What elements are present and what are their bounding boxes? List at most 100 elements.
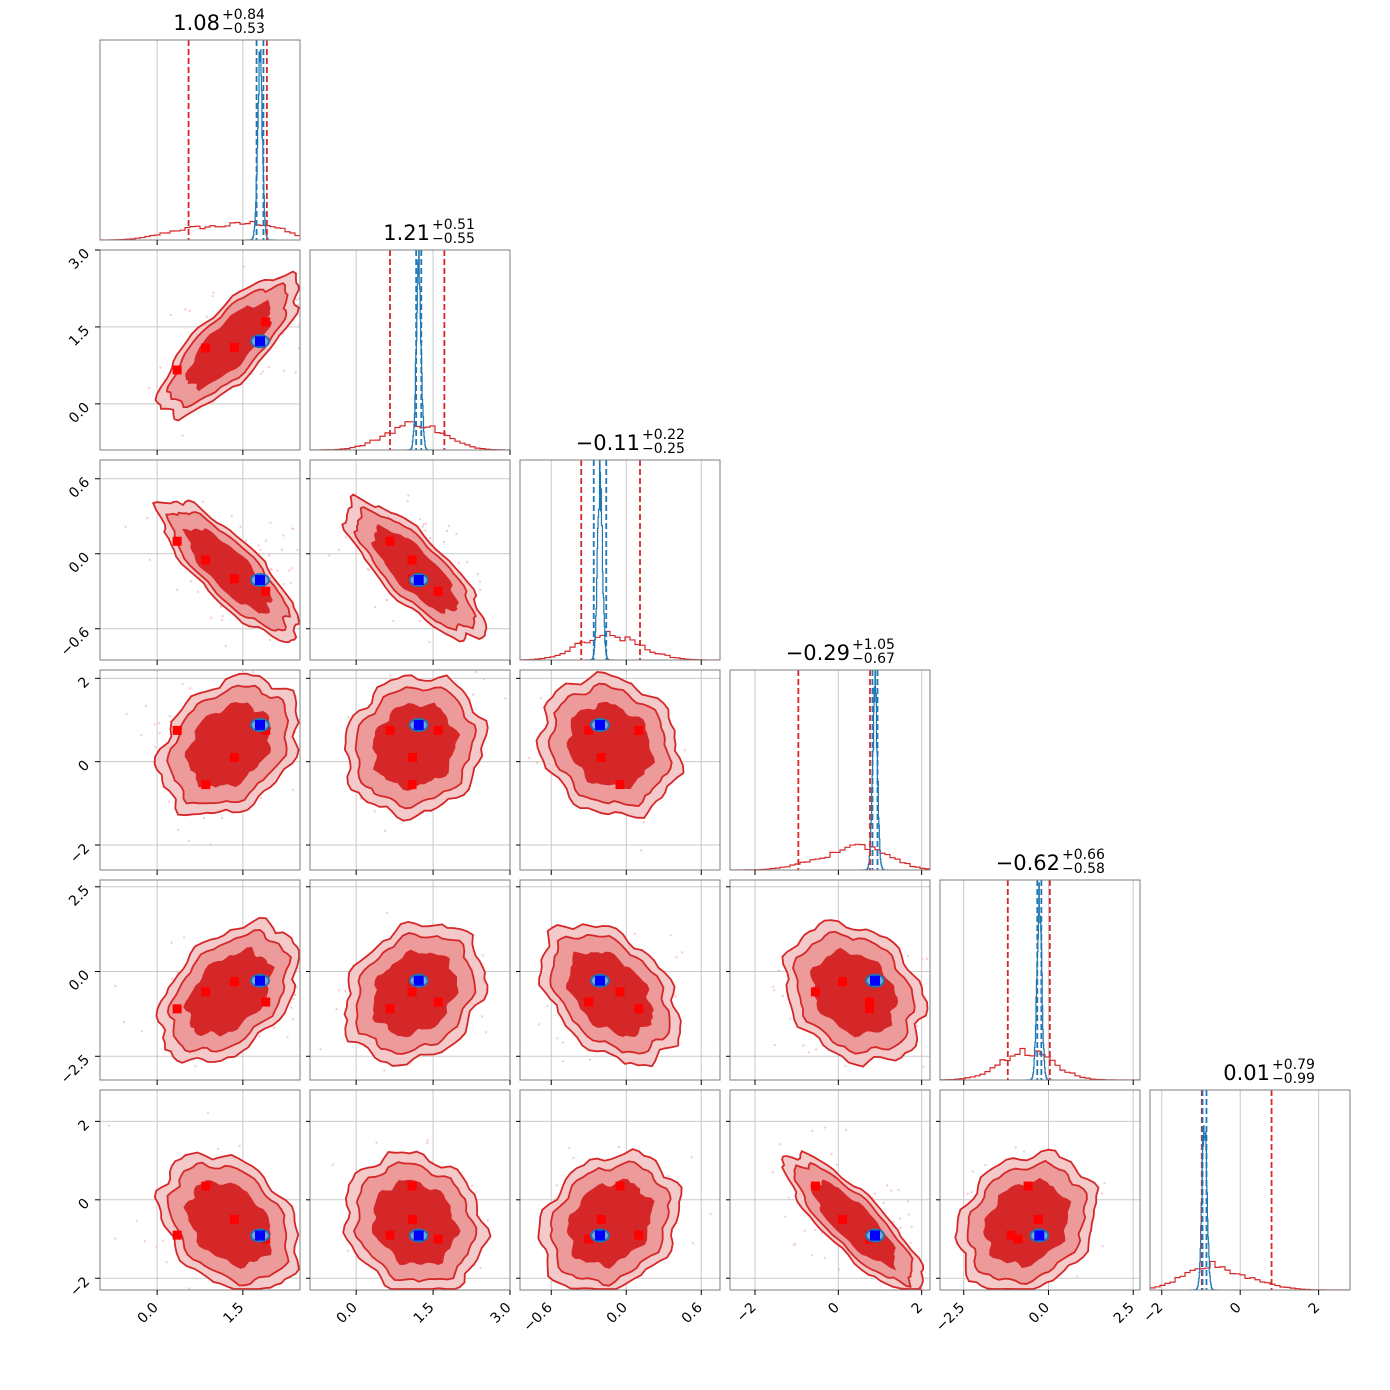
sample-point [182, 936, 186, 939]
x-tick-label: 3.0 [488, 1300, 515, 1327]
sample-point [922, 1065, 925, 1068]
panel-frame [309, 459, 511, 661]
sample-point [311, 1076, 313, 1078]
sample-point [830, 1152, 833, 1156]
sample-point [373, 810, 376, 813]
sample-point [305, 283, 307, 285]
y-tick-label: 0.0 [66, 967, 93, 994]
sample-point [135, 1219, 138, 1222]
red-mode-marker [865, 997, 875, 1007]
red-mode-marker [201, 555, 211, 565]
x-tick-label: −2.5 [933, 1300, 968, 1335]
sample-point [823, 1256, 826, 1260]
sample-point [212, 291, 215, 294]
sample-point [421, 525, 425, 528]
sample-point [907, 1213, 911, 1216]
sample-point [1014, 1146, 1017, 1149]
sample-point [486, 1219, 490, 1222]
panel-frame [99, 1089, 301, 1291]
panel-content [310, 1090, 510, 1292]
sample-point [280, 548, 284, 551]
panel-frame [99, 669, 301, 871]
red-mode-marker [1033, 1214, 1043, 1224]
sample-point [471, 693, 475, 696]
sample-point [258, 1035, 261, 1038]
sample-point [773, 1043, 776, 1047]
sample-point [1100, 1192, 1104, 1195]
panel-0-5 [95, 1089, 312, 1295]
panel-frame [729, 669, 931, 871]
sample-point [275, 569, 279, 572]
sample-point [823, 1126, 827, 1129]
sample-point [430, 1290, 432, 1292]
title-plus: +0.79 [1272, 1057, 1315, 1073]
sample-point [239, 525, 242, 528]
sample-point [188, 1287, 191, 1290]
sample-point [296, 548, 299, 552]
panel-frame [309, 879, 511, 1081]
panel-content [310, 250, 510, 450]
sample-point [310, 1229, 312, 1231]
sample-point [787, 1196, 790, 1200]
sample-point [327, 554, 331, 557]
sample-point [301, 736, 303, 738]
sample-point [916, 1024, 919, 1028]
title-minus: −0.99 [1272, 1071, 1315, 1087]
sample-point [424, 529, 427, 532]
title-minus: −0.58 [1062, 861, 1105, 877]
sample-point [170, 977, 174, 981]
title-minus: −0.67 [852, 651, 895, 667]
panel-frame [729, 1089, 931, 1291]
sample-point [561, 1041, 564, 1044]
red-mode-marker [407, 1181, 417, 1191]
blue-marker [870, 1230, 880, 1241]
sample-point [209, 616, 213, 619]
histogram-panel-2 [519, 459, 721, 665]
panel-content [310, 880, 510, 1080]
sample-point [206, 1111, 210, 1114]
panel-1-5 [306, 1089, 511, 1295]
sample-point [375, 1141, 378, 1144]
panel-content [310, 670, 510, 870]
panel-frame [519, 1089, 721, 1291]
contour-inner [372, 702, 461, 791]
sample-point [921, 958, 924, 961]
red-mode-marker [201, 987, 211, 997]
red-histogram [730, 843, 930, 870]
sample-point [123, 1021, 126, 1024]
panel-frame [99, 249, 301, 451]
sample-point [188, 687, 192, 690]
blue-marker [1034, 1230, 1045, 1241]
sample-point [385, 911, 389, 915]
sample-point [691, 1242, 695, 1245]
sample-point [187, 839, 191, 842]
title-4: −0.62 +0.66−0.58 [996, 847, 1105, 877]
blue-marker [595, 975, 605, 986]
blue-marker [413, 975, 424, 986]
sample-point [169, 313, 172, 317]
sample-point [97, 986, 99, 988]
panel-frame [309, 669, 511, 871]
sample-point [709, 1212, 712, 1216]
red-histogram [940, 1047, 1140, 1080]
x-tick-label: 0.6 [679, 1300, 706, 1327]
sample-point [283, 1290, 285, 1292]
title-value: 1.08 [173, 11, 220, 35]
panel-content [520, 460, 720, 660]
blue-marker [413, 575, 424, 585]
red-mode-marker [407, 555, 417, 565]
sample-point [181, 434, 184, 437]
panel-content [310, 460, 510, 660]
blue-marker [255, 336, 265, 347]
sample-point [1022, 1150, 1026, 1153]
panel-frame [309, 249, 511, 451]
panel-frame [729, 879, 931, 1081]
sample-point [848, 1293, 850, 1295]
contour-inner [184, 702, 272, 788]
sample-point [205, 315, 209, 318]
sample-point [882, 1201, 885, 1205]
panel-frame [519, 459, 721, 661]
sample-point [264, 539, 268, 542]
sample-point [814, 1228, 817, 1232]
y-tick-label: 3.0 [66, 246, 93, 273]
